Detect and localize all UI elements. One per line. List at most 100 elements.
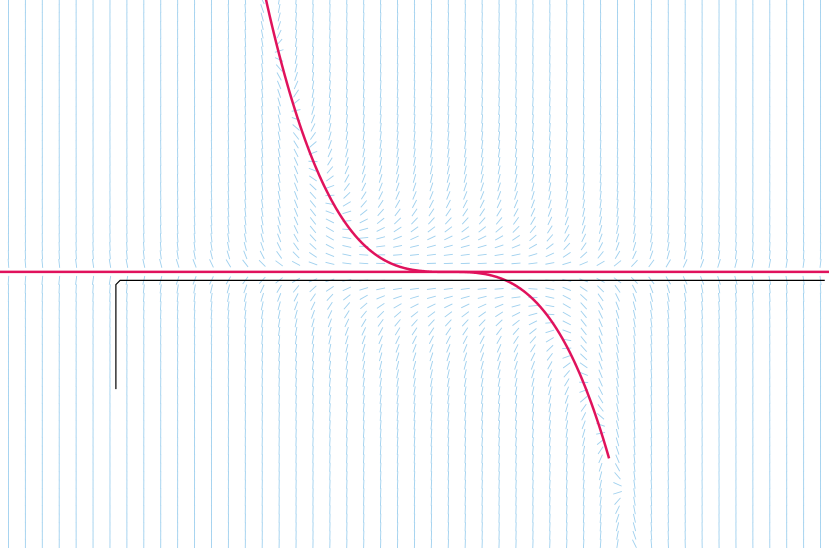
field-segment: [429, 369, 433, 379]
field-segment: [278, 369, 280, 379]
field-segment: [294, 318, 298, 328]
field-segment: [445, 335, 451, 345]
field-segment: [261, 156, 264, 166]
field-segment: [481, 471, 483, 481]
field-segment: [447, 97, 450, 107]
field-segment: [244, 54, 247, 64]
field-segment: [581, 420, 586, 430]
field-segment: [328, 360, 332, 370]
field-segment: [633, 318, 636, 328]
field-segment: [566, 505, 568, 515]
field-segment: [363, 63, 365, 73]
field-segment: [650, 301, 653, 311]
field-segment: [562, 362, 571, 369]
field-segment: [109, 284, 111, 294]
field-segment: [463, 360, 467, 370]
field-segment: [346, 71, 348, 81]
field-segment: [325, 261, 335, 265]
field-segment: [514, 139, 518, 149]
field-segment: [379, 386, 382, 396]
field-segment: [684, 224, 687, 234]
field-segment: [802, 258, 805, 268]
field-segment: [514, 411, 518, 421]
field-segment: [632, 241, 637, 251]
field-segment: [329, 54, 331, 64]
field-segment: [564, 225, 570, 234]
field-segment: [142, 258, 146, 268]
field-segment: [325, 218, 335, 224]
field-segment: [244, 343, 247, 353]
field-segment: [75, 275, 78, 285]
field-segment: [463, 344, 468, 353]
field-segment: [91, 258, 95, 268]
field-segment: [547, 225, 553, 234]
field-segment: [598, 386, 604, 396]
field-segment: [176, 216, 179, 226]
field-segment: [277, 224, 281, 234]
field-segment: [444, 311, 453, 318]
field-segment: [650, 496, 653, 506]
field-segment: [261, 0, 265, 5]
field-segment: [633, 505, 636, 515]
field-segment: [515, 471, 517, 481]
field-segment: [7, 258, 10, 268]
field-segment: [447, 88, 450, 98]
field-segment: [413, 411, 416, 421]
field-segment: [359, 254, 369, 256]
field-segment: [342, 253, 352, 257]
field-segment: [142, 250, 145, 260]
field-segment: [548, 156, 551, 166]
field-segment: [342, 294, 351, 301]
field-segment: [667, 318, 670, 328]
field-segment: [579, 371, 589, 376]
field-segment: [311, 352, 315, 362]
field-segment: [261, 97, 264, 107]
field-segment: [650, 199, 653, 209]
field-segment: [308, 261, 318, 266]
field-segment: [413, 462, 416, 472]
field-segment: [597, 251, 604, 259]
field-segment: [547, 361, 553, 370]
field-segment: [362, 352, 366, 362]
field-segment: [564, 378, 570, 387]
field-segment: [546, 243, 554, 250]
field-segment: [616, 335, 619, 345]
direction-field: [3, 0, 826, 548]
field-segment: [396, 394, 399, 404]
field-segment: [546, 344, 554, 352]
field-segment: [481, 403, 484, 413]
field-segment: [650, 343, 653, 353]
field-segment: [581, 233, 587, 243]
field-segment: [362, 114, 365, 124]
field-segment: [598, 360, 603, 370]
field-segment: [413, 369, 416, 379]
field-segment: [294, 182, 299, 192]
field-segment: [464, 420, 467, 430]
field-segment: [633, 165, 636, 175]
field-segment: [616, 199, 619, 209]
field-segment: [412, 335, 417, 345]
field-segment: [633, 207, 636, 217]
field-segment: [413, 386, 416, 396]
field-segment: [616, 148, 619, 158]
field-segment: [261, 207, 264, 217]
field-segment: [513, 199, 519, 209]
field-segment: [308, 252, 317, 258]
field-segment: [514, 148, 518, 158]
field-segment: [261, 369, 263, 379]
field-segment: [464, 71, 466, 81]
field-segment: [244, 12, 247, 22]
field-segment: [361, 327, 367, 336]
field-segment: [633, 488, 636, 498]
field-segment: [529, 234, 537, 242]
field-segment: [447, 411, 450, 421]
field-segment: [528, 320, 538, 326]
field-segment: [769, 241, 771, 251]
field-segment: [579, 396, 588, 403]
field-segment: [430, 471, 433, 481]
field-segment: [599, 182, 602, 192]
field-segment: [261, 71, 264, 81]
field-segment: [494, 253, 504, 257]
field-segment: [277, 301, 281, 311]
field-segment: [528, 253, 538, 257]
